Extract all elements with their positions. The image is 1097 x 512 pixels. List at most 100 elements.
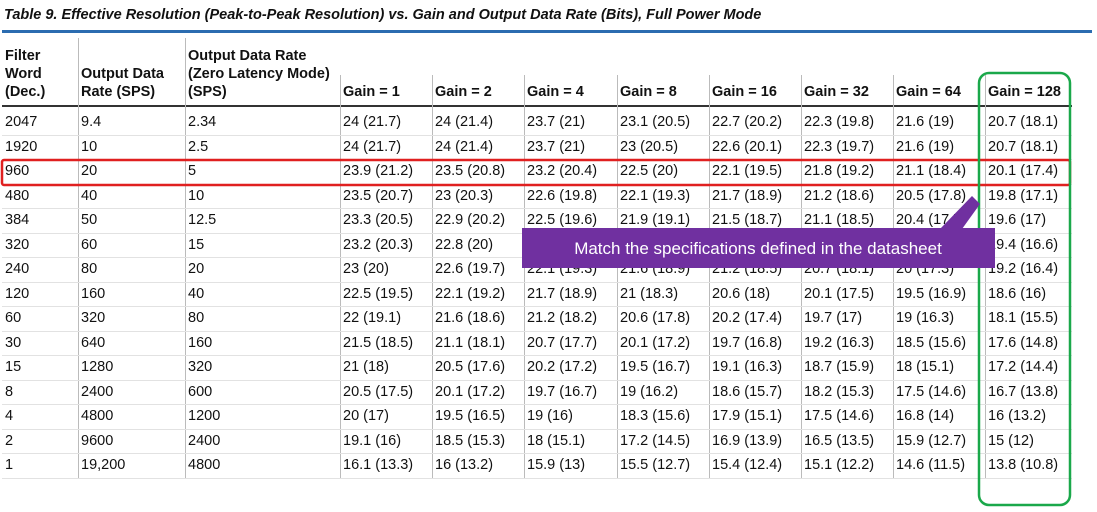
row-divider xyxy=(2,428,1072,430)
table-cell: 960 xyxy=(5,163,30,179)
table-cell: 20.6 (17.8) xyxy=(620,310,691,326)
column-divider xyxy=(801,75,802,478)
table-cell: 19.5 (16.5) xyxy=(435,408,506,424)
table-cell: 22.6 (19.7) xyxy=(435,261,506,277)
table-cell: 16 (13.2) xyxy=(435,457,494,473)
table-cell: 22.5 (20) xyxy=(620,163,679,179)
table-cell: 21.7 (18.9) xyxy=(712,187,783,204)
row-divider xyxy=(2,159,1072,160)
table-cell: 18.3 (15.6) xyxy=(620,408,691,424)
table-cell: 2400 xyxy=(188,432,221,449)
table-cell: 120 xyxy=(5,285,30,302)
table-cell: 21.1 (18.4) xyxy=(896,163,967,179)
table-cell: 19.8 (17.1) xyxy=(988,187,1059,204)
table-cell: 80 xyxy=(81,261,98,277)
table-cell: 1 xyxy=(5,457,14,473)
table-cell: 20.2 (17.4) xyxy=(712,310,783,326)
table-cell: 19.2 (16.3) xyxy=(804,334,875,351)
table-cell: 21.2 (18.2) xyxy=(527,310,598,326)
table-cell: 22.6 (20.1) xyxy=(712,138,783,155)
table-cell: 22.3 (19.8) xyxy=(804,114,875,130)
table-cell: 240 xyxy=(5,261,30,277)
table-cell: 1280 xyxy=(81,359,114,375)
table-cell: 18.7 (15.9) xyxy=(804,359,875,375)
table-cell: 23.5 (20.7) xyxy=(343,187,414,204)
table-cell: 19.7 (16.8) xyxy=(712,334,783,351)
row-divider xyxy=(2,232,1072,234)
table-cell: 18.6 (15.7) xyxy=(712,383,783,400)
table-cell: 20.5 (17.6) xyxy=(435,359,506,375)
table-cell: 15.4 (12.4) xyxy=(712,457,783,473)
table-cell: 21.5 (18.5) xyxy=(343,334,414,351)
table-cell: 23.3 (20.5) xyxy=(343,212,414,228)
table-cell: 320 xyxy=(188,359,213,375)
table-cell: 2047 xyxy=(5,114,38,130)
table-cell: 22.7 (20.2) xyxy=(712,114,783,130)
table-cell: 9.4 xyxy=(81,114,102,130)
table-cell: 1920 xyxy=(5,138,38,155)
table-cell: 23.2 (20.3) xyxy=(343,236,414,253)
column-header: Output Data Rate (SPS) xyxy=(81,66,164,100)
table-cell: 20.1 (17.2) xyxy=(435,383,506,400)
table-cell: 21.1 (18.1) xyxy=(435,334,506,351)
column-header: Filter Word (Dec.) xyxy=(5,48,46,100)
table-cell: 320 xyxy=(5,236,30,253)
table-cell: 384 xyxy=(5,212,30,228)
row-divider xyxy=(2,183,1072,185)
table-cell: 17.2 (14.4) xyxy=(988,359,1059,375)
table-cell: 19.6 (17) xyxy=(988,212,1047,228)
table-cell: 17.2 (14.5) xyxy=(620,432,691,449)
table-cell: 10 xyxy=(81,138,98,155)
table-cell: 20.2 (17.2) xyxy=(527,359,598,375)
table-cell: 600 xyxy=(188,383,213,400)
table-cell: 17.5 (14.6) xyxy=(804,408,875,424)
table-cell: 24 (21.7) xyxy=(343,114,402,130)
table-cell: 19.4 (16.6) xyxy=(988,236,1059,253)
title-rule xyxy=(2,30,1092,33)
table-cell: 160 xyxy=(81,285,106,302)
table-cell: 21.6 (18.6) xyxy=(435,310,506,326)
table-cell: 23 (20) xyxy=(343,261,389,277)
table-cell: 20.6 (18) xyxy=(712,285,771,302)
row-divider xyxy=(2,477,1072,479)
table-cell: 16.5 (13.5) xyxy=(804,432,875,449)
table-cell: 18 (15.1) xyxy=(896,359,955,375)
table-cell: 12.5 xyxy=(188,212,217,228)
table-cell: 23.1 (20.5) xyxy=(620,114,691,130)
table-cell: 19.2 (16.4) xyxy=(988,261,1059,277)
table-cell: 4 xyxy=(5,408,14,424)
table-cell: 2400 xyxy=(81,383,114,400)
table-cell: 19 (16.2) xyxy=(620,383,679,400)
column-divider xyxy=(709,75,710,478)
table-cell: 20.7 (18.1) xyxy=(804,261,875,277)
row-divider xyxy=(2,208,1072,209)
table-cell: 22.5 (19.5) xyxy=(343,285,414,302)
table-cell: 16.7 (13.8) xyxy=(988,383,1059,400)
table-cell: 14.6 (11.5) xyxy=(896,457,966,473)
table-cell: 24 (21.7) xyxy=(343,138,402,155)
table-cell: 20.1 (17.5) xyxy=(804,285,875,302)
table-cell: 21.6 (19) xyxy=(896,114,955,130)
table-cell: 22.1 (19.3) xyxy=(620,187,691,204)
column-header: Gain = 8 xyxy=(620,84,677,100)
table-cell: 20 xyxy=(188,261,205,277)
table-cell: 21.6 (18.9) xyxy=(620,261,691,277)
row-divider xyxy=(2,379,1072,381)
table-cell: 20 xyxy=(81,163,98,179)
table-cell: 21 (18.3) xyxy=(620,285,679,302)
table-cell: 50 xyxy=(81,212,98,228)
table-cell: 18.2 (15.3) xyxy=(804,383,875,400)
table-cell: 21.4 (18.6) xyxy=(712,236,783,253)
table-cell: 16.1 (13.3) xyxy=(343,457,414,473)
table-cell: 21.5 (18.7) xyxy=(712,212,783,228)
table-cell: 5 xyxy=(188,163,197,179)
table-cell: 480 xyxy=(5,187,30,204)
table-cell: 15.9 (13) xyxy=(527,457,586,473)
table-cell: 19.7 (16.7) xyxy=(527,383,598,400)
table-cell: 2.5 xyxy=(188,138,209,155)
column-header: Gain = 32 xyxy=(804,84,869,100)
table-cell: 22.6 (19.8) xyxy=(527,187,598,204)
table-cell: 80 xyxy=(188,310,205,326)
table-cell: 9600 xyxy=(81,432,114,449)
